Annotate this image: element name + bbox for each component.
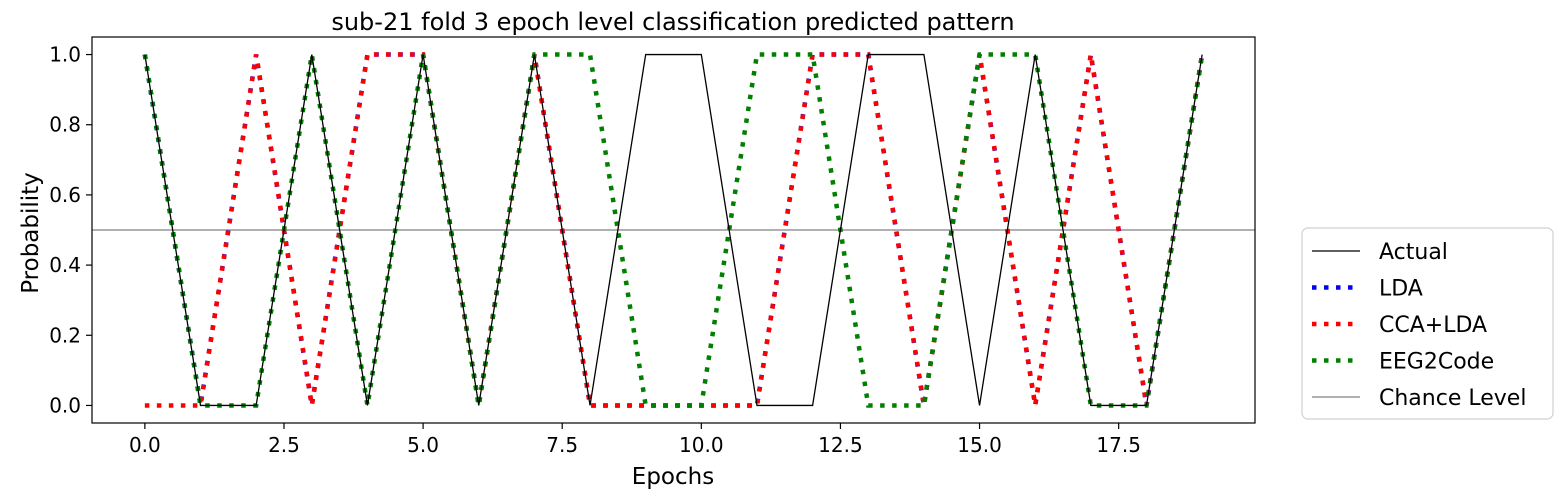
x-axis: 0.0 2.5 5.0 7.5 10.0 12.5 15.0 17.5 bbox=[129, 423, 1141, 457]
y-tick-label: 1.0 bbox=[49, 43, 81, 67]
legend-box bbox=[1301, 227, 1554, 420]
legend-label: Actual bbox=[1379, 240, 1448, 265]
series-line-eeg2code bbox=[142, 52, 1205, 408]
plot-area bbox=[92, 52, 1255, 408]
x-tick-label: 15.0 bbox=[957, 433, 1002, 457]
x-axis-title: Epochs bbox=[632, 464, 714, 490]
legend-label: CCA+LDA bbox=[1379, 313, 1487, 338]
series-line-actual bbox=[144, 53, 1203, 407]
y-tick-label: 0.6 bbox=[49, 183, 81, 207]
y-axis-title: Probability bbox=[18, 172, 44, 294]
y-axis: 0.0 0.2 0.4 0.6 0.8 1.0 bbox=[49, 43, 92, 417]
legend-label: EEG2Code bbox=[1379, 350, 1494, 375]
x-tick-label: 7.5 bbox=[546, 433, 578, 457]
x-tick-label: 5.0 bbox=[407, 433, 439, 457]
x-tick-label: 0.0 bbox=[129, 433, 161, 457]
plot-frame bbox=[91, 36, 1256, 424]
y-tick-label: 0.2 bbox=[49, 323, 81, 347]
chart-title: sub-21 fold 3 epoch level classification… bbox=[331, 8, 1014, 36]
x-tick-label: 12.5 bbox=[818, 433, 863, 457]
legend-label: Chance Level bbox=[1379, 386, 1526, 411]
y-tick-label: 0.8 bbox=[49, 113, 81, 137]
y-tick-label: 0.0 bbox=[49, 393, 81, 417]
x-tick-label: 10.0 bbox=[679, 433, 724, 457]
legend-label: LDA bbox=[1379, 277, 1423, 302]
x-tick-label: 17.5 bbox=[1096, 433, 1141, 457]
y-tick-label: 0.4 bbox=[49, 253, 81, 277]
x-tick-label: 2.5 bbox=[268, 433, 300, 457]
legend: Actual LDA CCA+LDA EEG2Code Chance Level bbox=[1301, 227, 1554, 420]
